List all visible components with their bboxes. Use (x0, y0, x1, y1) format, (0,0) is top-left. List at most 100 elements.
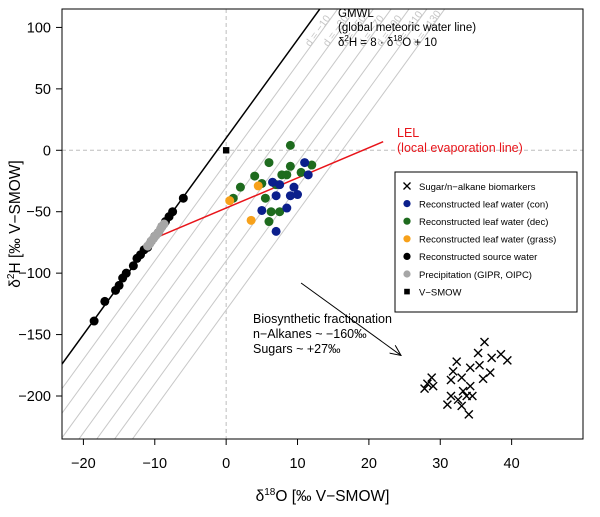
legend-label-4: Reconstructed source water (419, 252, 537, 263)
point-0-11-b (457, 401, 467, 411)
point-2-15 (307, 160, 317, 170)
y-tick-label-4: 0 (43, 143, 51, 159)
point-1-0 (257, 205, 267, 215)
point-2-4 (260, 193, 270, 203)
x-axis-title-sup: 18 (264, 487, 276, 498)
point-0-21-b (480, 337, 490, 347)
gmwl-eq-a: δ (338, 37, 344, 49)
point-0-15 (465, 363, 475, 373)
point-4-17 (168, 207, 178, 217)
axes: −20 −10 0 10 20 30 40−200−150−100−50050100δ18O… (6, 8, 584, 505)
point-4-1 (100, 296, 110, 306)
x-tick-label-1: −10 (142, 456, 167, 472)
legend-marker-0-b (403, 182, 411, 190)
point-2-13 (285, 140, 295, 150)
d-line-3 (78, 9, 392, 439)
point-0-6-b (446, 375, 456, 385)
legend-marker-0 (403, 182, 411, 190)
x-axis-title-base: δ (256, 488, 265, 505)
x-axis-title-rest: O [‰ V−SMOW] (275, 488, 389, 505)
point-1-9 (300, 158, 310, 168)
annotation-line3: Sugars ~ +27‰ (253, 342, 341, 356)
point-0-7-b (448, 366, 458, 376)
point-1-1 (268, 177, 278, 187)
point-0-10-b (457, 373, 467, 383)
y-axis-title-base: δ (7, 279, 24, 288)
point-1-4 (271, 226, 281, 236)
legend-label-3: Reconstructed leaf water (grass) (419, 235, 556, 246)
point-4-18 (178, 193, 188, 203)
x-tick-label-3: 10 (289, 456, 305, 472)
gmwl-label-line2: (global meteoric water line) (338, 22, 476, 34)
y-tick-label-6: 100 (27, 20, 51, 36)
legend-label-2: Reconstructed leaf water (dec) (419, 217, 548, 228)
lel-label-line2: (local evaporation line) (397, 141, 523, 155)
point-1-6 (285, 191, 295, 201)
point-0-3 (428, 381, 438, 391)
point-2-2 (250, 171, 260, 181)
point-0-3-b (428, 381, 438, 391)
d-line-1 (62, 9, 357, 414)
y-tick-label-0: −200 (18, 389, 51, 405)
point-0-19-b (475, 360, 485, 370)
y-tick-label-1: −150 (18, 328, 51, 344)
legend-marker-2 (403, 217, 411, 225)
legend-box (394, 171, 578, 313)
x-tick-label-0: −20 (71, 456, 96, 472)
gmwl-eq-e: O + 10 (402, 37, 437, 49)
point-0-10 (457, 373, 467, 383)
point-0-19 (475, 360, 485, 370)
point-4-5 (121, 268, 131, 278)
point-2-11 (282, 170, 292, 180)
d-line-6 (131, 9, 446, 439)
legend-label-0: Sugar/n−alkane biomarkers (419, 182, 536, 193)
point-4-3 (114, 280, 124, 290)
legend-marker-4 (403, 252, 411, 260)
legend-marker-3 (403, 235, 411, 243)
point-0-17-b (467, 391, 477, 401)
point-0-23 (487, 353, 497, 363)
point-2-9 (275, 207, 285, 217)
point-1-3 (275, 180, 285, 190)
x-tick-label-5: 30 (432, 456, 448, 472)
point-2-12 (285, 161, 295, 171)
point-0-14 (464, 409, 474, 419)
point-0-1 (422, 379, 432, 389)
y-tick-label-5: 50 (35, 82, 51, 98)
y-tick-label-2: −100 (18, 266, 51, 282)
point-1-2 (271, 191, 281, 201)
point-0-18-b (473, 348, 483, 358)
legend-label-1: Reconstructed leaf water (con) (419, 199, 548, 210)
gmwl-eq-c: H = 8 · δ (349, 37, 393, 49)
point-0-2 (427, 373, 437, 383)
point-0-18 (473, 348, 483, 358)
point-2-1 (235, 182, 245, 192)
annotation-line2-text: n−Alkanes ~ −160‰ (253, 327, 367, 341)
point-0-1-b (422, 379, 432, 389)
point-1-5 (282, 203, 292, 213)
point-0-2-b (427, 373, 437, 383)
point-1-8 (293, 190, 303, 200)
y-tick-label-3: −50 (26, 205, 51, 221)
lel-line (147, 140, 384, 242)
y-axis-title-sup: 2 (6, 273, 17, 279)
d-line-0 (62, 9, 339, 389)
point-3-0 (246, 215, 256, 225)
point-0-6 (446, 375, 456, 385)
point-0-9 (453, 395, 463, 405)
gmwl-label-line1: GMWL (338, 8, 374, 20)
point-0-24-b (496, 349, 506, 359)
point-0-0 (420, 384, 430, 394)
x-tick-label-2: 0 (222, 456, 230, 472)
point-3-2 (225, 196, 235, 206)
point-2-7 (264, 217, 274, 227)
legend-label-5: Precipitation (GIPR, OIPC) (419, 270, 532, 281)
y-axis-title-rest: H [‰ V−SMOW] (7, 160, 24, 273)
y-axis-title: δ2H [‰ V−SMOW] (6, 160, 24, 287)
point-2-5 (264, 158, 274, 168)
gmwl-eq-b: 2 (344, 34, 349, 43)
d-line-5 (114, 9, 428, 439)
point-3-1 (253, 181, 263, 191)
point-0-12-b (458, 386, 468, 396)
